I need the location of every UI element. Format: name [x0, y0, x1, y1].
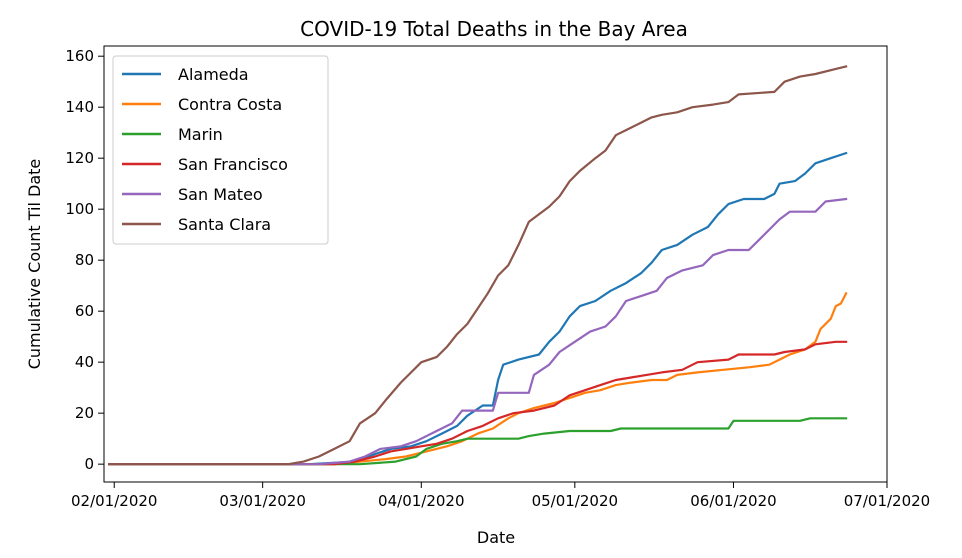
x-tick-label: 06/01/2020: [690, 492, 776, 510]
series-line-san-francisco: [108, 340, 848, 466]
legend-label: Marin: [178, 125, 223, 144]
legend: Alameda Contra Costa Marin San Francisco San…: [112, 55, 329, 245]
series-line-santa-clara: [108, 65, 848, 466]
x-axis-label: Date: [477, 528, 515, 547]
y-tick-label: 80: [75, 251, 94, 269]
legend-label: San Francisco: [178, 155, 288, 174]
y-tick-label: 20: [75, 404, 94, 422]
series-line-san-mateo: [108, 197, 848, 466]
y-tick-label: 140: [65, 98, 94, 116]
legend-label: Alameda: [178, 65, 249, 84]
series-line-alameda: [108, 151, 848, 466]
legend-label: Santa Clara: [178, 215, 271, 234]
x-tick-label: 03/01/2020: [219, 492, 305, 510]
series-line-marin: [108, 417, 848, 466]
series-line-contra-costa: [108, 291, 848, 466]
y-tick-label: 120: [65, 149, 94, 167]
legend-box: [112, 55, 329, 245]
legend-label: Contra Costa: [178, 95, 282, 114]
x-tick-label: 07/01/2020: [844, 492, 930, 510]
x-tick-label: 02/01/2020: [71, 492, 157, 510]
x-tick-label: 05/01/2020: [532, 492, 618, 510]
y-tick-label: 60: [75, 302, 94, 320]
chart-title: COVID-19 Total Deaths in the Bay Area: [300, 17, 688, 41]
y-tick-label: 160: [65, 47, 94, 65]
y-tick-label: 0: [84, 455, 94, 473]
y-tick-label: 40: [75, 353, 94, 371]
plot-frame: [103, 45, 888, 483]
y-tick-label: 100: [65, 200, 94, 218]
x-axis: 02/01/2020 03/01/2020 04/01/2020 05/01/2020…: [71, 482, 930, 510]
y-axis-label: Cumulative Count Til Date: [25, 159, 44, 370]
x-tick-label: 04/01/2020: [378, 492, 464, 510]
legend-label: San Mateo: [178, 185, 263, 204]
plot-area: [103, 45, 888, 483]
series-lines: [108, 65, 848, 466]
y-axis: 0 20 40 60 80 100 120 140 160: [65, 47, 104, 473]
